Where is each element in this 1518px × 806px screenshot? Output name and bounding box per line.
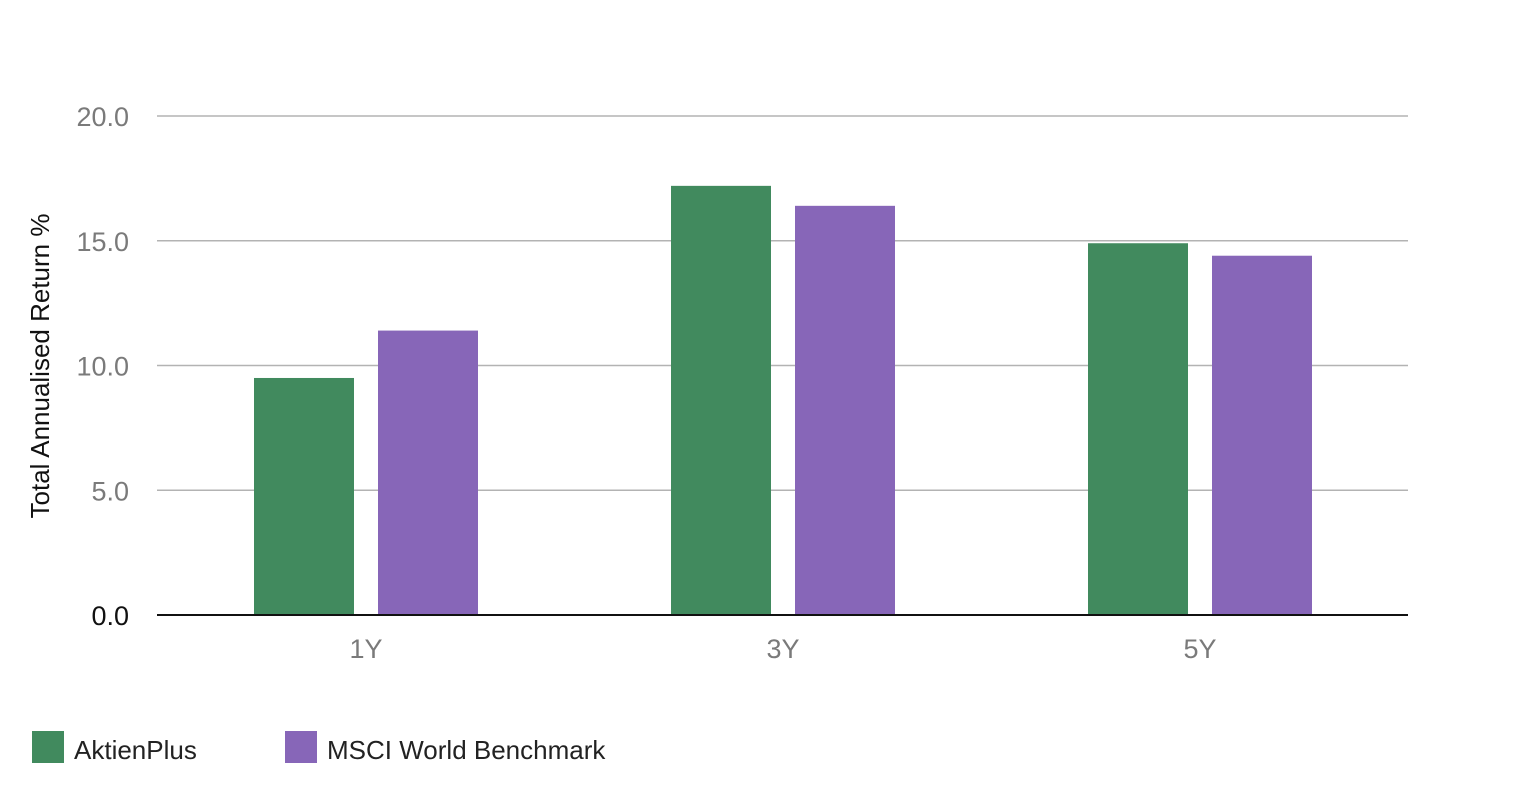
bars (254, 185, 1312, 616)
bar-aktienplus-1y (254, 377, 354, 615)
legend-swatch (285, 731, 317, 763)
x-tick-labels: 1Y 3Y 5Y (349, 634, 1216, 664)
bar-msci-world-benchmark-5y (1212, 255, 1312, 615)
legend-swatch (32, 731, 64, 763)
bar-msci-world-benchmark-3y (795, 205, 895, 615)
bar-msci-world-benchmark-1y (378, 330, 478, 615)
legend-label: AktienPlus (74, 735, 197, 765)
y-axis-title: Total Annualised Return % (25, 214, 55, 519)
y-tick-label: 5.0 (91, 476, 129, 506)
bar-aktienplus-5y (1088, 243, 1188, 615)
y-tick-label: 15.0 (76, 227, 129, 257)
gridlines (157, 115, 1408, 491)
x-tick-label: 5Y (1183, 634, 1216, 664)
y-tick-label: 10.0 (76, 352, 129, 382)
y-tick-label: 0.0 (91, 601, 129, 631)
legend-label: MSCI World Benchmark (327, 735, 606, 765)
x-tick-label: 3Y (766, 634, 799, 664)
y-tick-label: 20.0 (76, 102, 129, 132)
y-tick-labels: 0.0 5.0 10.0 15.0 20.0 (76, 102, 129, 631)
legend: AktienPlus MSCI World Benchmark (32, 731, 606, 765)
bar-aktienplus-3y (671, 185, 771, 616)
x-tick-label: 1Y (349, 634, 382, 664)
